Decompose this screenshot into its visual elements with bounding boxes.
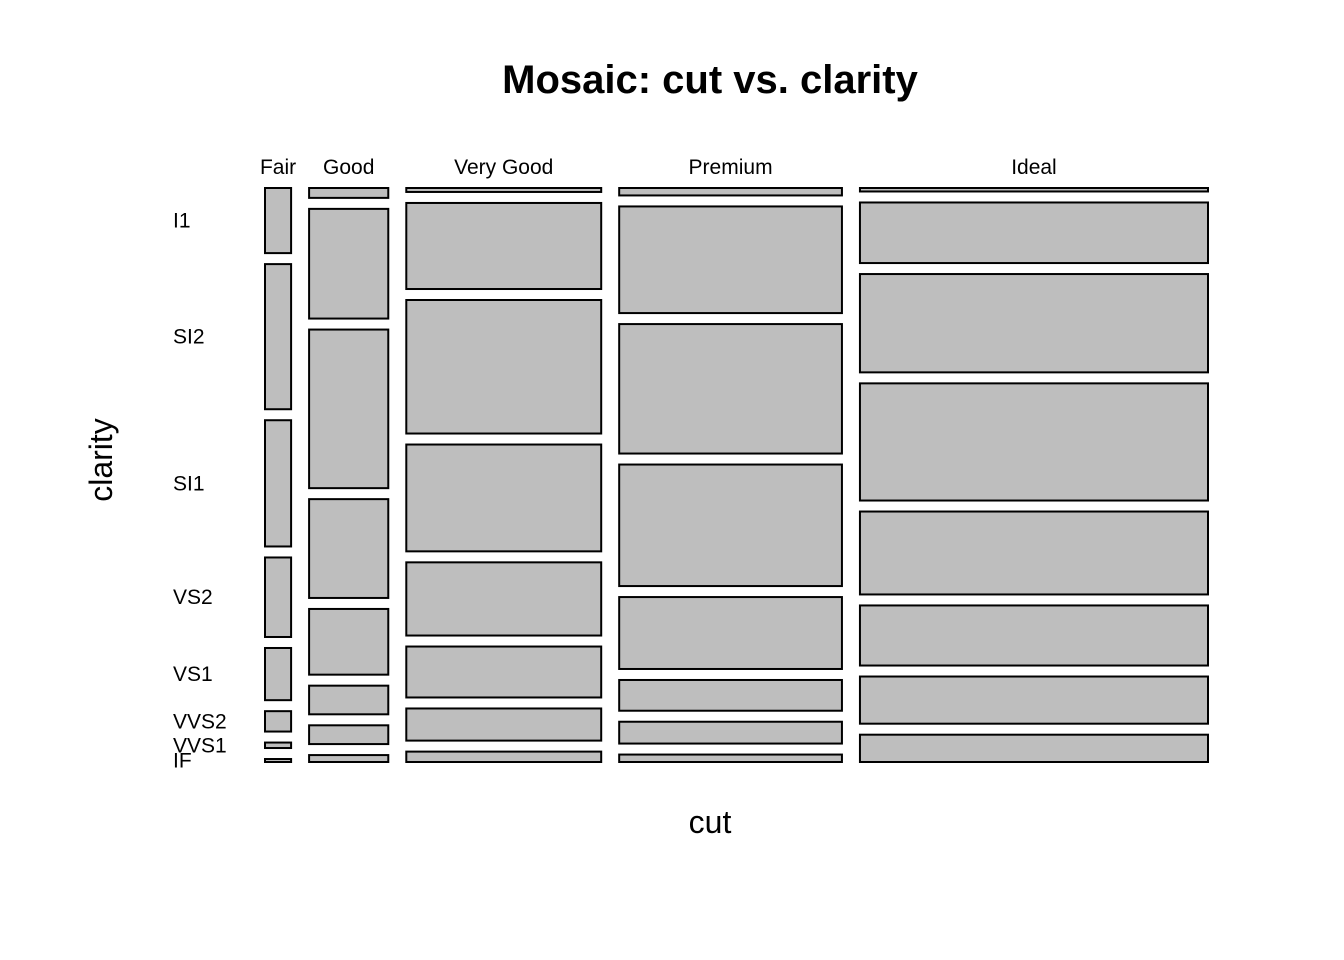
tile-ideal-si2 <box>858 201 1209 265</box>
cut-label-ideal: Ideal <box>1011 156 1057 179</box>
tile-fair-i1 <box>264 187 293 255</box>
clarity-label-if: IF <box>173 750 192 773</box>
tile-good-vs2 <box>308 498 390 599</box>
mosaic-tiles <box>264 187 1209 764</box>
clarity-label-si2: SI2 <box>173 326 205 349</box>
clarity-label-i1: I1 <box>173 210 191 233</box>
clarity-label-vvs2: VVS2 <box>173 710 227 733</box>
tile-good-vvs1 <box>308 724 390 746</box>
y-axis-label: clarity <box>83 418 119 502</box>
tile-very-good-vs2 <box>405 443 603 553</box>
x-axis-label: cut <box>689 804 732 840</box>
tile-fair-si1 <box>264 419 293 548</box>
tile-very-good-vvs2 <box>405 645 603 699</box>
tile-very-good-i1 <box>405 187 603 193</box>
tile-very-good-si1 <box>405 299 603 435</box>
cut-labels: Fair Good Very Good Premium Ideal <box>260 156 1057 179</box>
tile-premium-si1 <box>618 323 843 455</box>
tile-fair-si2 <box>264 263 293 411</box>
tile-ideal-vvs1 <box>858 675 1209 725</box>
clarity-label-si1: SI1 <box>173 472 205 495</box>
tile-good-si2 <box>308 207 390 320</box>
cut-label-premium: Premium <box>689 156 773 179</box>
clarity-label-vs1: VS1 <box>173 663 213 686</box>
tile-good-si1 <box>308 328 390 490</box>
tile-fair-if <box>264 758 293 764</box>
tile-good-if <box>308 754 390 764</box>
clarity-label-vs2: VS2 <box>173 586 213 609</box>
tile-premium-vs2 <box>618 463 843 588</box>
tile-ideal-si1 <box>858 273 1209 374</box>
tile-premium-i1 <box>618 187 843 197</box>
tile-good-vs1 <box>308 607 390 676</box>
tile-premium-vs1 <box>618 596 843 670</box>
tile-very-good-vs1 <box>405 561 603 637</box>
tile-ideal-vs1 <box>858 510 1209 596</box>
chart-title: Mosaic: cut vs. clarity <box>502 58 918 102</box>
cut-label-very-good: Very Good <box>454 156 553 179</box>
cut-label-good: Good <box>323 156 374 179</box>
clarity-label-vvs1: VVS1 <box>173 734 227 757</box>
tile-fair-vvs1 <box>264 741 293 750</box>
tile-good-vvs2 <box>308 684 390 716</box>
cut-label-fair: Fair <box>260 156 296 179</box>
tile-very-good-if <box>405 750 603 763</box>
tile-ideal-vs2 <box>858 382 1209 502</box>
tile-fair-vs1 <box>264 646 293 702</box>
tile-fair-vs2 <box>264 556 293 638</box>
tile-premium-vvs1 <box>618 720 843 745</box>
tile-premium-si2 <box>618 205 843 315</box>
tile-very-good-vvs1 <box>405 707 603 742</box>
tile-premium-if <box>618 753 843 763</box>
tile-good-i1 <box>308 187 390 199</box>
tile-ideal-vvs2 <box>858 604 1209 667</box>
tile-very-good-si2 <box>405 201 603 291</box>
tile-premium-vvs2 <box>618 678 843 712</box>
tile-ideal-if <box>858 733 1209 764</box>
tile-ideal-i1 <box>858 187 1209 193</box>
tile-fair-vvs2 <box>264 710 293 733</box>
